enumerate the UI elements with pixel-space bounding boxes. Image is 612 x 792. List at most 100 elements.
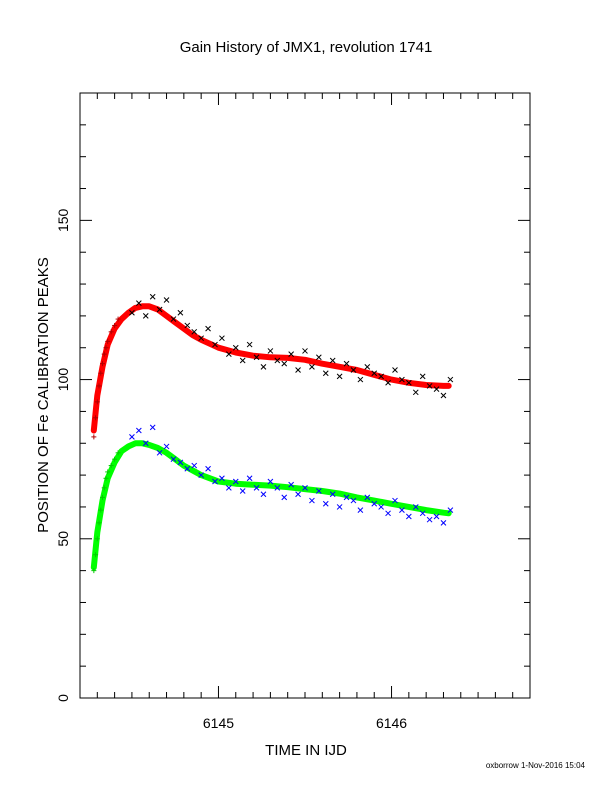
marker-stroke — [371, 370, 378, 377]
x-marker — [343, 494, 350, 501]
x-marker — [135, 300, 142, 307]
x-marker — [329, 491, 336, 498]
plus-marker — [103, 345, 109, 351]
x-marker — [329, 357, 336, 364]
plus-marker — [108, 329, 114, 335]
x-marker — [350, 497, 357, 504]
plus-marker — [105, 469, 111, 475]
marker-stroke — [142, 440, 149, 447]
marker-stroke — [350, 497, 357, 504]
x-marker — [371, 370, 378, 377]
x-marker — [309, 497, 315, 504]
marker-stroke — [177, 459, 184, 466]
marker-stroke — [392, 497, 398, 504]
plus-marker — [101, 485, 107, 491]
x-marker — [357, 376, 364, 383]
marker-stroke — [447, 507, 454, 513]
plus-marker — [91, 434, 97, 440]
marker-stroke — [336, 504, 343, 510]
marker-stroke — [184, 322, 191, 329]
marker-stroke — [357, 376, 364, 383]
marker-stroke — [302, 348, 308, 354]
marker-stroke — [225, 484, 232, 491]
minor-ticks — [80, 92, 531, 699]
x-marker — [364, 363, 371, 370]
marker-stroke — [177, 309, 184, 316]
marker-stroke — [419, 373, 426, 380]
x-marker — [412, 389, 419, 396]
marker-stroke — [371, 500, 378, 507]
plus-marker — [112, 456, 118, 462]
x-marker — [288, 351, 295, 357]
x-marker — [315, 488, 322, 494]
plus-marker — [103, 475, 109, 481]
marker-stroke — [267, 478, 274, 485]
marker-stroke — [315, 354, 322, 361]
x-marker — [135, 427, 142, 434]
marker-stroke — [135, 427, 142, 434]
x-marker — [426, 516, 433, 523]
marker-stroke — [364, 363, 371, 370]
x-marker — [149, 293, 156, 300]
marker-stroke — [440, 392, 447, 399]
marker-stroke — [295, 367, 301, 373]
marker-stroke — [198, 472, 205, 478]
marker-stroke — [212, 478, 218, 485]
marker-stroke — [433, 386, 440, 392]
marker-stroke — [322, 500, 329, 507]
marker-stroke — [142, 313, 149, 319]
plus-marker — [96, 520, 102, 526]
y-tick-label: 100 — [55, 368, 71, 392]
x-marker — [385, 379, 391, 386]
x-marker — [267, 348, 274, 354]
footer-stamp: oxborrow 1-Nov-2016 15:04 — [486, 761, 586, 770]
marker-stroke — [232, 478, 239, 485]
marker-stroke — [246, 475, 253, 482]
x-marker — [433, 386, 440, 392]
x-marker — [419, 510, 426, 517]
x-marker — [295, 367, 301, 373]
x-marker — [149, 424, 156, 431]
x-marker — [281, 360, 288, 367]
x-marker — [129, 434, 135, 440]
marker-stroke — [253, 354, 260, 361]
x-marker — [163, 297, 170, 303]
x-marker — [177, 459, 184, 466]
marker-stroke — [163, 297, 170, 303]
x-marker — [191, 328, 198, 335]
x-marker — [232, 344, 239, 351]
x-marker — [260, 363, 267, 370]
x-marker — [212, 478, 218, 485]
x-marker — [260, 491, 267, 498]
marker-stroke — [309, 363, 315, 370]
x-marker — [239, 357, 246, 364]
marker-stroke — [225, 351, 232, 357]
marker-stroke — [129, 309, 135, 316]
x-marker — [253, 484, 260, 491]
x-marker — [129, 309, 135, 316]
marker-stroke — [129, 434, 135, 440]
x-marker — [184, 322, 191, 329]
x-marker — [405, 513, 412, 520]
x-marker — [399, 376, 405, 383]
marker-stroke — [322, 370, 329, 377]
x-marker — [267, 478, 274, 485]
x-marker — [343, 360, 350, 367]
marker-stroke — [191, 462, 198, 469]
x-marker — [378, 373, 385, 380]
x-marker — [315, 354, 322, 361]
marker-stroke — [239, 357, 246, 364]
marker-stroke — [135, 300, 142, 307]
marker-stroke — [219, 475, 225, 482]
x-marker — [309, 363, 315, 370]
plus-marker — [93, 552, 99, 558]
marker-stroke — [253, 484, 260, 491]
marker-stroke — [163, 443, 170, 450]
plus-marker — [101, 351, 107, 357]
x-marker — [177, 309, 184, 316]
y-axis-label: POSITION OF Fe CALIBRATION PEAKS — [35, 257, 52, 533]
x-marker — [336, 504, 343, 510]
marker-stroke — [219, 335, 225, 342]
marker-stroke — [191, 328, 198, 335]
plus-marker — [93, 415, 99, 421]
